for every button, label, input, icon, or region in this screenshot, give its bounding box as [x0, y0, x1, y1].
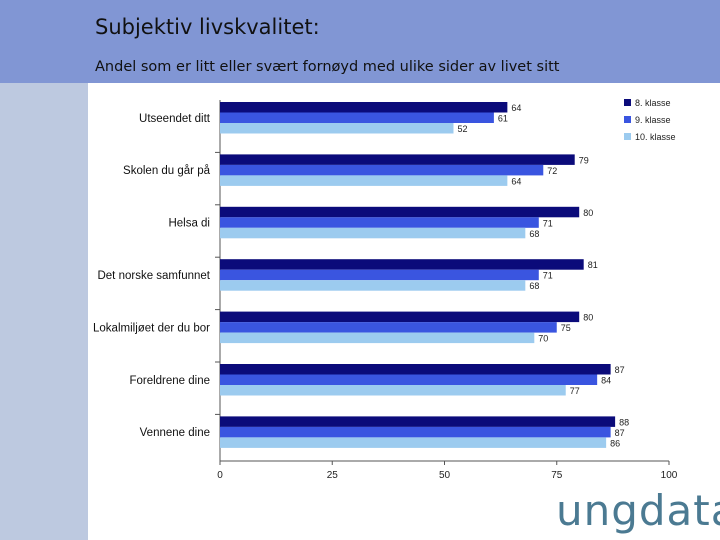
x-tick-label: 50	[439, 470, 451, 481]
page-title: Subjektiv livskvalitet:	[95, 15, 320, 39]
x-tick-label: 75	[551, 470, 563, 481]
x-tick-label: 100	[661, 470, 678, 481]
chart-legend: 8. klasse 9. klasse 10. klasse	[624, 94, 676, 145]
bar	[220, 269, 539, 281]
legend-item: 8. klasse	[624, 94, 676, 111]
legend-swatch	[624, 99, 631, 106]
category-label: Det norske samfunnet	[97, 270, 210, 282]
legend-label: 8. klasse	[635, 97, 671, 108]
data-label: 64	[511, 176, 521, 186]
page-subtitle: Andel som er litt eller svært fornøyd me…	[95, 59, 560, 75]
data-label: 80	[583, 208, 593, 218]
data-label: 61	[498, 114, 508, 124]
data-label: 71	[543, 271, 553, 281]
bar	[220, 259, 584, 270]
bar	[220, 437, 607, 448]
data-label: 71	[543, 218, 553, 228]
bar	[220, 154, 575, 165]
data-label: 64	[511, 103, 521, 113]
data-label: 81	[588, 260, 598, 270]
legend-item: 9. klasse	[624, 111, 676, 128]
bar	[220, 227, 526, 239]
data-label: 88	[619, 417, 629, 427]
data-label: 72	[547, 166, 557, 176]
bar	[220, 311, 580, 323]
data-label: 87	[615, 365, 625, 375]
sidebar-panel	[0, 83, 88, 540]
bar	[220, 322, 557, 333]
category-label: Helsa di	[168, 218, 210, 230]
data-label: 87	[615, 428, 625, 438]
category-label: Utseendet ditt	[139, 113, 211, 125]
bar	[220, 426, 611, 438]
x-tick-label: 0	[217, 470, 223, 481]
bar	[220, 364, 611, 375]
data-label: 68	[529, 281, 539, 291]
legend-item: 10. klasse	[624, 128, 676, 145]
data-label: 68	[529, 229, 539, 239]
bar	[220, 164, 544, 176]
legend-swatch	[624, 133, 631, 140]
data-label: 80	[583, 313, 593, 323]
data-label: 70	[538, 334, 548, 344]
bar	[220, 385, 566, 396]
legend-label: 10. klasse	[635, 131, 676, 142]
category-label: Skolen du går på	[123, 165, 211, 177]
bar	[220, 123, 454, 134]
category-label: Vennene dine	[140, 427, 210, 439]
data-label: 77	[570, 386, 580, 396]
ungdata-logo: ungdata	[556, 486, 720, 535]
legend-label: 9. klasse	[635, 114, 671, 125]
bar	[220, 102, 508, 113]
x-tick-label: 25	[327, 470, 339, 481]
legend-swatch	[624, 116, 631, 123]
bar	[220, 175, 508, 186]
category-label: Foreldrene dine	[129, 375, 210, 387]
data-label: 79	[579, 155, 589, 165]
bar	[220, 206, 580, 218]
header-banner	[0, 0, 720, 83]
bar	[220, 374, 598, 385]
bar	[220, 332, 535, 344]
data-label: 52	[457, 124, 467, 134]
data-label: 86	[610, 438, 620, 448]
data-label: 75	[561, 323, 571, 333]
bar	[220, 416, 616, 427]
bar	[220, 280, 526, 291]
bar	[220, 112, 494, 123]
category-label: Lokalmiljøet der du bor	[93, 322, 210, 334]
bar	[220, 217, 539, 228]
data-label: 84	[601, 376, 611, 386]
